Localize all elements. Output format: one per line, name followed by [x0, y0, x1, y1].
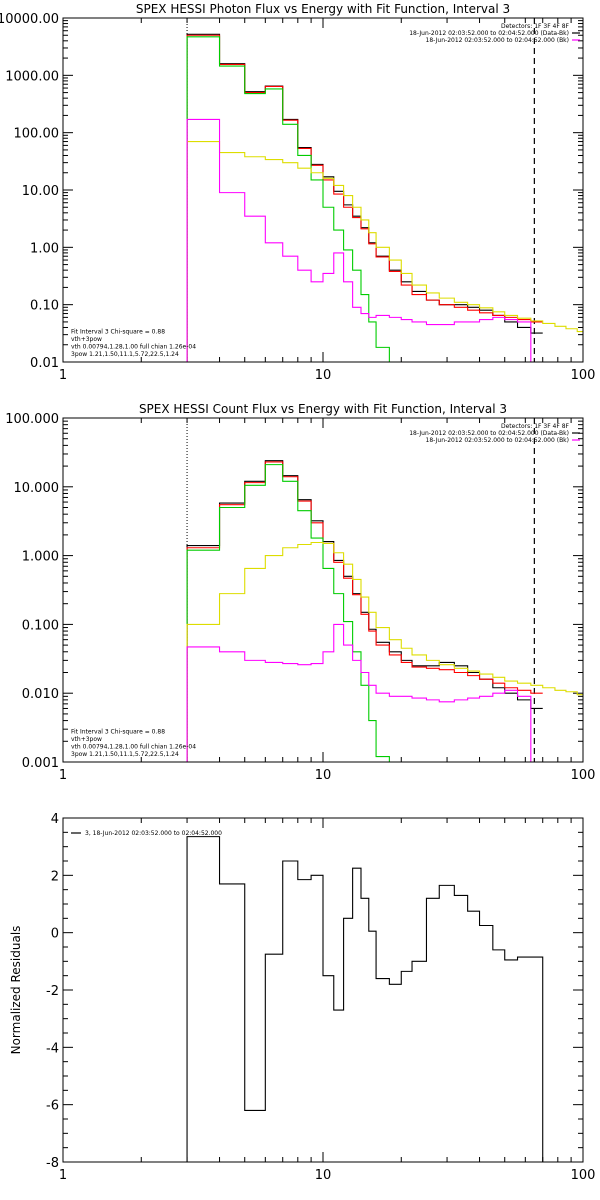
y-tick-label: 1.00	[30, 241, 59, 256]
chart-title-1: SPEX HESSI Photon Flux vs Energy with Fi…	[136, 2, 510, 16]
plot-frame	[62, 17, 584, 363]
legend-bottom-left-entry: vth+3pow	[71, 336, 102, 343]
legend-top-right-entry: Detectors: 1F 3F 4F 8F	[501, 423, 570, 430]
y-tick-label: -2	[46, 984, 59, 999]
legend-top-right-entry: 18-Jun-2012 02:03:52.000 to 02:04:52.000…	[409, 430, 569, 437]
series-thermal-line	[186, 464, 390, 762]
y-tick-label: 1000.00	[5, 69, 59, 84]
y-tick-label: 4	[51, 812, 59, 827]
series-data-line	[186, 33, 543, 362]
y-tick-label: 0.01	[30, 356, 59, 371]
y-tick-label: 10.00	[22, 184, 59, 199]
series-group	[186, 460, 583, 762]
y-tick-label: 2	[51, 869, 59, 884]
legend-bottom-left-entry: Fit Interval 3 Chi-square = 0.88	[71, 729, 165, 736]
legend-bottom-left-entry: vth 0.00794,1.28,1.00 full chian 1.26e-0…	[71, 344, 196, 351]
legend-bottom-left-entry: vth+3pow	[71, 736, 102, 743]
series-group	[186, 33, 583, 362]
legend-bottom-left-entry: Fit Interval 3 Chi-square = 0.88	[71, 329, 165, 336]
y-tick-label: -4	[46, 1041, 59, 1056]
y-tick-label: 100.00	[14, 127, 60, 142]
plot-frame	[62, 417, 584, 763]
y-tick-label: 0.010	[22, 687, 59, 702]
y-tick-label: 0.001	[22, 756, 59, 771]
legend-top-right-entry: 18-Jun-2012 02:03:52.000 to 02:04:52.000…	[409, 30, 569, 37]
x-tick-label: 100	[571, 368, 596, 383]
series-background-line	[186, 623, 532, 762]
y-axis-label: Normalized Residuals	[9, 926, 23, 1055]
x-tick-label: 10	[315, 1168, 332, 1183]
legend-bottom-left-entry: vth 0.00794,1.28,1.00 full chian 1.26e-0…	[71, 744, 196, 751]
series-background-line	[186, 118, 544, 362]
x-tick-label: 1	[59, 1168, 67, 1183]
y-tick-label: 0.10	[30, 299, 59, 314]
legend-bottom-left-entry: 3pow 1.21,1.50,11.1,5.72,22.5,1.24	[71, 351, 179, 358]
x-tick-label: 1	[59, 368, 67, 383]
y-tick-label: 100.000	[5, 412, 59, 427]
legend-top-right-entry: 18-Jun-2012 02:03:52.000 to 02:04:52.000…	[426, 37, 569, 44]
y-tick-label: -8	[46, 1156, 59, 1171]
y-tick-label: -6	[46, 1099, 59, 1114]
series-thermal-line	[186, 36, 390, 362]
y-tick-label: 1.000	[22, 550, 59, 565]
x-tick-label: 10	[315, 768, 332, 783]
plot-frame	[62, 817, 584, 1163]
chart-title-2: SPEX HESSI Count Flux vs Energy with Fit…	[139, 402, 507, 416]
series-group	[186, 836, 544, 1162]
series-pow-line	[186, 541, 583, 762]
series-residuals-line	[186, 836, 544, 1162]
x-tick-label: 100	[571, 768, 596, 783]
legend-bottom-left-entry: 3pow 1.21,1.50,11.1,5.72,22.5,1.24	[71, 751, 179, 758]
series-fit-line	[186, 34, 543, 362]
y-tick-label: 0.100	[22, 618, 59, 633]
series-pow-line	[186, 140, 583, 362]
legend-top-right-entry: Detectors: 1F 3F 4F 8F	[501, 23, 570, 30]
y-tick-label: 0	[51, 927, 59, 942]
legend-top-right-entry: 18-Jun-2012 02:03:52.000 to 02:04:52.000…	[426, 437, 569, 444]
legend-top-left-entry: 3, 18-Jun-2012 02:03:52.000 to 02:04:52.…	[85, 830, 222, 837]
x-tick-label: 10	[315, 368, 332, 383]
y-tick-label: 10.000	[14, 481, 60, 496]
x-tick-label: 100	[571, 1168, 596, 1183]
y-tick-label: 10000.00	[0, 12, 59, 27]
x-tick-label: 1	[59, 768, 67, 783]
